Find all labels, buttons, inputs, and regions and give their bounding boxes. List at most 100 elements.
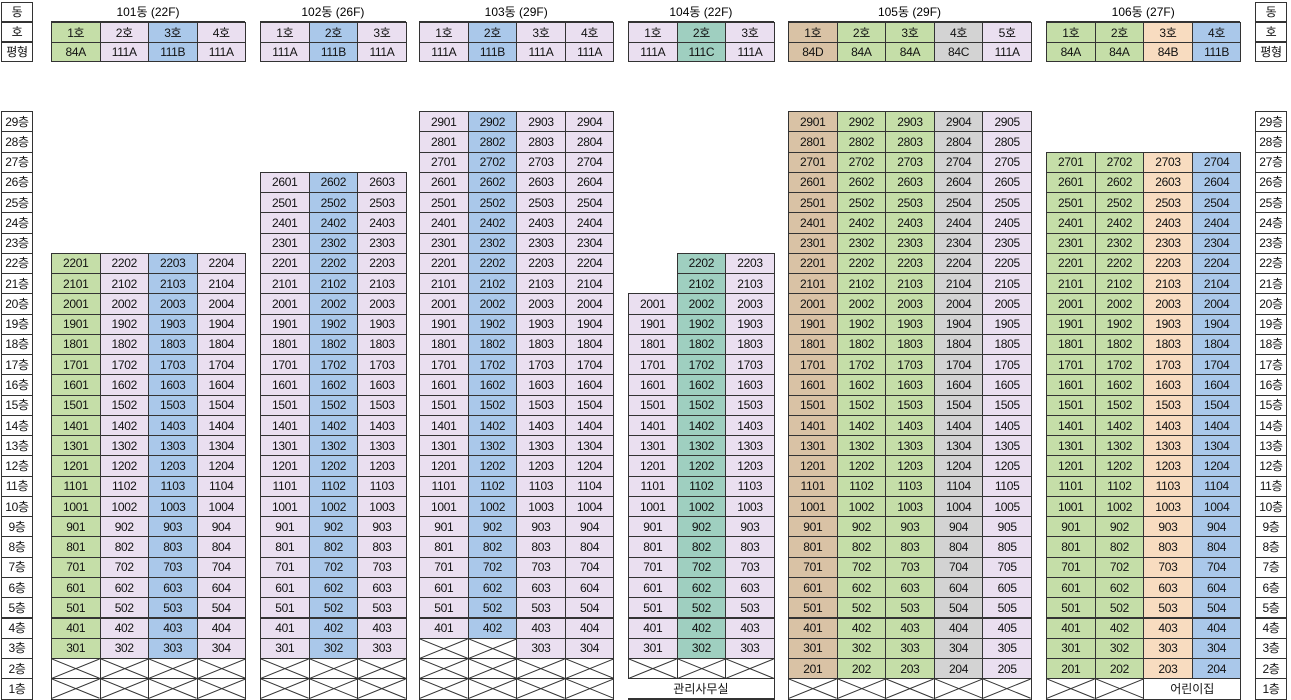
unit-cell[interactable]: 1802 — [467, 333, 518, 356]
unit-cell[interactable]: 1904 — [564, 313, 615, 335]
unit-cell[interactable]: 1603 — [148, 374, 198, 396]
unit-cell[interactable]: 2603 — [885, 171, 935, 194]
unit-cell[interactable]: 2804 — [564, 131, 615, 153]
unit-cell[interactable]: 2504 — [933, 192, 984, 214]
unit-cell[interactable]: 1202 — [99, 455, 149, 477]
unit-cell[interactable]: 802 — [308, 536, 359, 558]
unit-cell[interactable]: 2102 — [467, 273, 518, 295]
unit-cell[interactable]: 605 — [982, 576, 1032, 599]
unit-cell[interactable]: 2103 — [357, 273, 407, 295]
unit-cell[interactable]: 2601 — [788, 171, 838, 194]
unit-cell[interactable]: 1805 — [982, 333, 1032, 356]
unit-cell[interactable]: 703 — [357, 556, 407, 578]
unit-cell[interactable]: 1002 — [467, 495, 518, 518]
unit-cell[interactable]: 803 — [516, 536, 566, 558]
unit-cell[interactable]: 2201 — [260, 252, 310, 275]
unit-cell[interactable]: 2202 — [1094, 252, 1145, 275]
unit-cell[interactable]: 1602 — [1094, 374, 1145, 396]
unit-cell[interactable]: 2102 — [676, 273, 727, 295]
unit-cell[interactable]: 2101 — [788, 273, 838, 295]
unit-cell[interactable]: 1802 — [308, 333, 359, 356]
unit-cell[interactable]: 1804 — [196, 333, 246, 356]
unit-cell[interactable]: 1104 — [564, 475, 615, 497]
unit-cell[interactable]: 2401 — [260, 212, 310, 234]
unit-cell[interactable]: 2503 — [516, 192, 566, 214]
unit-cell[interactable]: 1403 — [516, 414, 566, 437]
unit-cell[interactable]: 1902 — [308, 313, 359, 335]
unit-cell[interactable]: 403 — [1143, 617, 1193, 639]
unit-cell[interactable]: 205 — [982, 658, 1032, 680]
unit-cell[interactable]: 1003 — [148, 495, 198, 518]
unit-cell[interactable]: 1204 — [933, 455, 984, 477]
unit-cell[interactable]: 1003 — [516, 495, 566, 518]
unit-cell[interactable]: 405 — [982, 617, 1032, 639]
unit-cell[interactable]: 203 — [885, 658, 935, 680]
unit-cell[interactable]: 1603 — [516, 374, 566, 396]
unit-cell[interactable]: 1101 — [260, 475, 310, 497]
unit-cell[interactable]: 802 — [467, 536, 518, 558]
unit-cell[interactable]: 1301 — [788, 435, 838, 457]
unit-cell[interactable]: 2001 — [628, 293, 678, 315]
unit-cell[interactable]: 1002 — [99, 495, 149, 518]
unit-cell[interactable]: 904 — [564, 516, 615, 538]
unit-cell[interactable]: 702 — [676, 556, 727, 578]
unit-cell[interactable]: 302 — [1094, 637, 1145, 659]
unit-cell[interactable]: 2702 — [836, 151, 887, 173]
unit-cell[interactable]: 1601 — [51, 374, 101, 396]
unit-cell[interactable]: 2903 — [885, 111, 935, 133]
unit-cell[interactable]: 1102 — [99, 475, 149, 497]
unit-cell[interactable]: 1602 — [467, 374, 518, 396]
unit-cell[interactable]: 2001 — [419, 293, 469, 315]
unit-cell[interactable]: 1403 — [725, 414, 775, 437]
unit-cell[interactable]: 2201 — [1046, 252, 1096, 275]
unit-cell[interactable]: 503 — [1143, 597, 1193, 619]
unit-cell[interactable]: 1302 — [467, 435, 518, 457]
unit-cell[interactable]: 704 — [564, 556, 615, 578]
unit-cell[interactable]: 1302 — [836, 435, 887, 457]
unit-cell[interactable]: 604 — [196, 576, 246, 599]
unit-cell[interactable]: 2003 — [516, 293, 566, 315]
unit-cell[interactable]: 1403 — [885, 414, 935, 437]
unit-cell[interactable]: 501 — [628, 597, 678, 619]
unit-cell[interactable]: 602 — [467, 576, 518, 599]
unit-cell[interactable]: 602 — [99, 576, 149, 599]
unit-cell[interactable]: 1903 — [516, 313, 566, 335]
unit-cell[interactable]: 2403 — [357, 212, 407, 234]
unit-cell[interactable]: 303 — [725, 637, 775, 659]
unit-cell[interactable]: 1902 — [676, 313, 727, 335]
unit-cell[interactable]: 2501 — [419, 192, 469, 214]
unit-cell[interactable]: 1804 — [1191, 333, 1242, 356]
unit-cell[interactable]: 1904 — [196, 313, 246, 335]
unit-cell[interactable]: 404 — [196, 617, 246, 639]
unit-cell[interactable]: 303 — [516, 637, 566, 659]
unit-cell[interactable]: 304 — [1191, 637, 1242, 659]
unit-cell[interactable]: 204 — [1191, 658, 1242, 680]
unit-cell[interactable]: 601 — [628, 576, 678, 599]
unit-cell[interactable]: 801 — [628, 536, 678, 558]
unit-cell[interactable]: 2002 — [99, 293, 149, 315]
unit-cell[interactable]: 2402 — [836, 212, 887, 234]
unit-cell[interactable]: 1304 — [196, 435, 246, 457]
unit-cell[interactable]: 901 — [51, 516, 101, 538]
unit-cell[interactable]: 1203 — [1143, 455, 1193, 477]
unit-cell[interactable]: 1303 — [1143, 435, 1193, 457]
unit-cell[interactable]: 2602 — [467, 171, 518, 194]
unit-cell[interactable]: 1202 — [676, 455, 727, 477]
unit-cell[interactable]: 1604 — [933, 374, 984, 396]
unit-cell[interactable]: 1701 — [628, 354, 678, 376]
unit-cell[interactable]: 1902 — [1094, 313, 1145, 335]
unit-cell[interactable]: 2002 — [836, 293, 887, 315]
unit-cell[interactable]: 1402 — [99, 414, 149, 437]
unit-cell[interactable]: 501 — [788, 597, 838, 619]
unit-cell[interactable]: 2604 — [1191, 171, 1242, 194]
unit-cell[interactable]: 2602 — [1094, 171, 1145, 194]
unit-cell[interactable]: 1201 — [51, 455, 101, 477]
unit-cell[interactable]: 1303 — [516, 435, 566, 457]
unit-cell[interactable]: 1003 — [885, 495, 935, 518]
unit-cell[interactable]: 402 — [308, 617, 359, 639]
unit-cell[interactable]: 2204 — [933, 252, 984, 275]
unit-cell[interactable]: 801 — [1046, 536, 1096, 558]
unit-cell[interactable]: 2302 — [836, 232, 887, 254]
unit-cell[interactable]: 1003 — [725, 495, 775, 518]
unit-cell[interactable]: 501 — [51, 597, 101, 619]
